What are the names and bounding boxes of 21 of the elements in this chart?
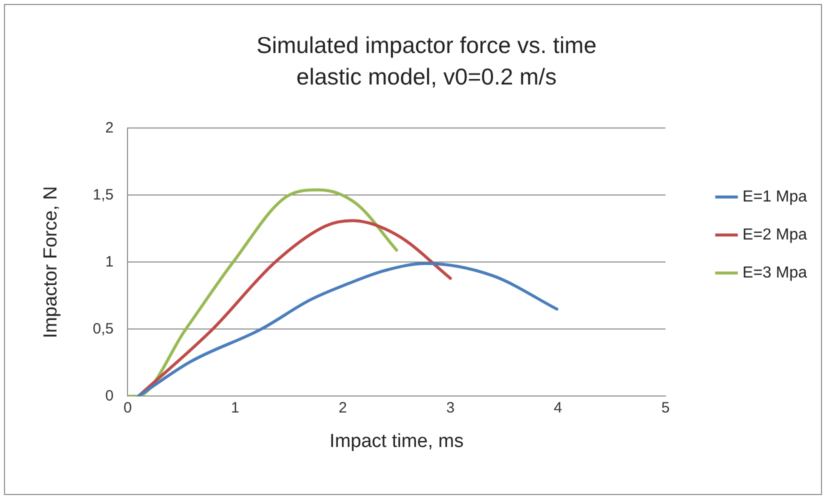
y-tick-label: 0 [105,387,114,404]
legend-label: E=2 Mpa [742,226,808,244]
chart-title: Simulated impactor force vs. time [256,32,597,58]
x-tick-label: 4 [554,399,562,416]
x-tick-label: 0 [123,399,132,416]
chart-subtitle: elastic model, v0=0.2 m/s [296,64,557,90]
y-tick-label: 0,5 [92,320,114,338]
line-series [136,219,452,396]
x-tick-label: 1 [231,399,240,416]
x-axis-title: Impact time, ms [330,430,464,452]
y-tick-label: 2 [105,119,114,136]
y-tick-label: 1 [105,253,114,270]
legend-label: E=3 Mpa [742,264,808,282]
legend-label: E=1 Mpa [742,188,808,206]
x-tick-label: 2 [338,399,347,416]
y-tick-label: 1,5 [92,186,114,204]
line-series [136,262,558,396]
x-tick-label: 5 [661,399,670,416]
line-series [128,188,398,396]
x-tick-label: 3 [446,399,455,416]
y-axis-title: Impactor Force, N [40,186,62,338]
